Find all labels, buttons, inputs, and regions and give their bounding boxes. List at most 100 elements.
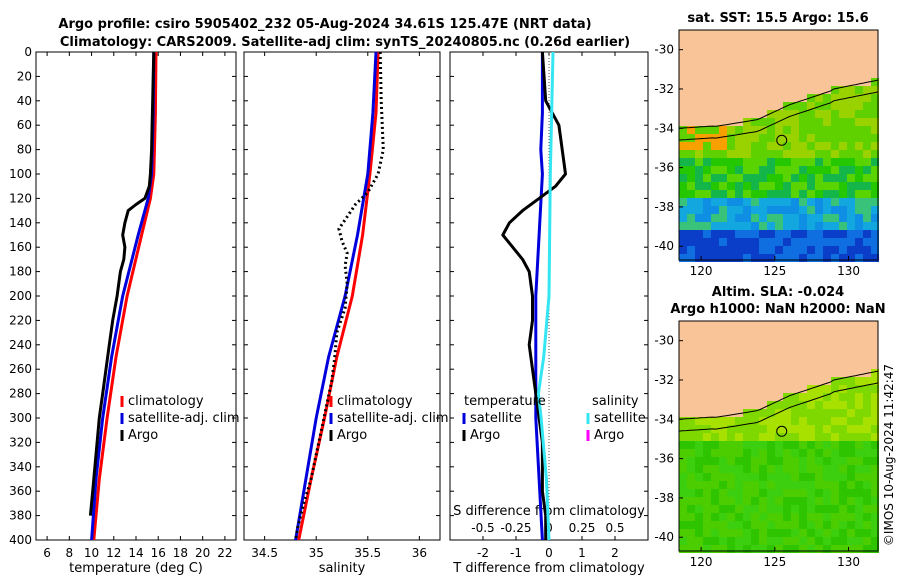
map-cell — [759, 190, 767, 198]
map-cell — [687, 142, 695, 150]
map-cell — [711, 505, 719, 513]
map-cell — [727, 433, 735, 441]
map-cell — [687, 150, 695, 158]
map-cell — [767, 545, 775, 553]
map-cell — [687, 441, 695, 449]
map-cell — [807, 457, 815, 465]
map-cell — [871, 230, 879, 238]
map-cell — [871, 505, 879, 513]
map-cell — [799, 142, 807, 150]
map-cell — [783, 166, 791, 174]
map-cell — [767, 521, 775, 529]
map-cell — [863, 385, 871, 393]
map-cell — [775, 198, 783, 206]
map-cell — [823, 134, 831, 142]
map-cell — [871, 377, 879, 385]
map-cell — [735, 537, 743, 545]
map-cell — [711, 150, 719, 158]
map-cell — [775, 481, 783, 489]
map-cell — [703, 190, 711, 198]
map-cell — [695, 198, 703, 206]
map-cell — [775, 457, 783, 465]
map-cell — [791, 529, 799, 537]
map-cell — [711, 182, 719, 190]
x-tick-label: 12 — [106, 546, 121, 560]
map-cell — [823, 206, 831, 214]
map-cell — [735, 246, 743, 254]
map-cell — [695, 489, 703, 497]
map-y-tick-label: -40 — [654, 530, 674, 544]
map-cell — [711, 441, 719, 449]
map-cell — [847, 425, 855, 433]
map-cell — [863, 377, 871, 385]
map-cell — [703, 537, 711, 545]
map-cell — [751, 174, 759, 182]
map-cell — [695, 465, 703, 473]
x-axis-label: T difference from climatology — [452, 561, 645, 576]
map-cell — [727, 158, 735, 166]
map-cell — [743, 118, 751, 126]
map-cell — [807, 238, 815, 246]
map-cell — [751, 441, 759, 449]
map-cell — [751, 497, 759, 505]
map-cell — [823, 230, 831, 238]
map-cell — [727, 529, 735, 537]
map-cell — [855, 86, 863, 94]
map-cell — [735, 222, 743, 230]
map-cell — [679, 198, 687, 206]
map-cell — [863, 481, 871, 489]
map-cell — [839, 433, 847, 441]
map-cell — [799, 230, 807, 238]
map-cell — [799, 465, 807, 473]
map-cell — [743, 449, 751, 457]
map-cell — [855, 441, 863, 449]
map-cell — [863, 489, 871, 497]
map-y-tick-label: -32 — [654, 373, 674, 387]
map-cell — [735, 158, 743, 166]
map-cell — [831, 118, 839, 126]
map-cell — [727, 457, 735, 465]
series-line-salinity-satellite — [536, 51, 555, 541]
map-cell — [847, 110, 855, 118]
map-cell — [719, 166, 727, 174]
map-cell — [791, 238, 799, 246]
timestamp-label: ©IMOS 10-Aug-2024 11:42:47 — [882, 364, 896, 546]
map-cell — [823, 417, 831, 425]
map-cell — [831, 230, 839, 238]
map-cell — [847, 158, 855, 166]
legend-label: satellite-adj. clim — [128, 411, 240, 426]
map-cell — [759, 174, 767, 182]
map-cell — [767, 254, 775, 262]
map-cell — [791, 206, 799, 214]
map-cell — [815, 238, 823, 246]
map-cell — [863, 94, 871, 102]
map-cell — [767, 158, 775, 166]
y-tick-label: 200 — [9, 289, 32, 303]
map-cell — [767, 222, 775, 230]
map-cell — [719, 214, 727, 222]
map-cell — [759, 449, 767, 457]
map-cell — [823, 118, 831, 126]
map-cell — [767, 497, 775, 505]
map-cell — [839, 94, 847, 102]
map-cell — [679, 457, 687, 465]
map-cell — [719, 457, 727, 465]
map-cell — [727, 150, 735, 158]
map-cell — [783, 481, 791, 489]
map-cell — [727, 465, 735, 473]
x-tick-label: 6 — [43, 546, 51, 560]
x-tick-label: -2 — [477, 546, 489, 560]
map-cell — [831, 214, 839, 222]
map-cell — [743, 142, 751, 150]
map-cell — [695, 457, 703, 465]
map-cell — [743, 214, 751, 222]
map-cell — [871, 238, 879, 246]
map-cell — [823, 150, 831, 158]
map-cell — [759, 425, 767, 433]
map-y-tick-label: -36 — [654, 452, 674, 466]
map-cell — [799, 238, 807, 246]
map-cell — [743, 166, 751, 174]
map-cell — [735, 174, 743, 182]
map-cell — [735, 150, 743, 158]
map-cell — [863, 545, 871, 553]
